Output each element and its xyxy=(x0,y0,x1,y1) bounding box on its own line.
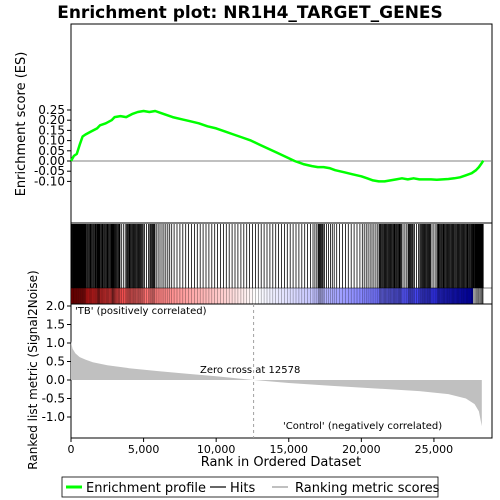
rank-x-tick-label: 20,000 xyxy=(342,443,381,456)
legend-label-enrichment-profile: Enrichment profile xyxy=(86,481,206,496)
zero-cross-label: Zero cross at 12578 xyxy=(200,365,300,376)
es-y-tick-label: 0.10 xyxy=(38,134,65,148)
metric-y-tick-label: 1.5 xyxy=(46,318,65,332)
es-y-ticks: 0.250.200.150.100.050.00-0.05-0.10 xyxy=(34,103,71,188)
negative-correlation-label: 'Control' (negatively correlated) xyxy=(283,421,442,432)
metric-y-tick-label: 1.0 xyxy=(46,336,65,350)
rank-x-ticks: 0 5,000 10,000 15,000 20,000 25,000 xyxy=(68,438,454,456)
rank-gradient-hit-marks xyxy=(70,288,484,304)
metric-y-axis-label: Ranked list metric (Signal2Noise) xyxy=(26,270,40,469)
metric-y-tick-label: -0.5 xyxy=(42,392,65,406)
legend-label-hits: Hits xyxy=(230,481,255,496)
rank-x-tick-label: 15,000 xyxy=(270,443,309,456)
es-y-tick-label: -0.05 xyxy=(34,164,65,178)
es-y-tick-label: 0.00 xyxy=(38,154,65,168)
chart-title: Enrichment plot: NR1H4_TARGET_GENES xyxy=(57,3,443,23)
enrichment-panel: 0.250.200.150.100.050.00-0.05-0.10 Enric… xyxy=(14,23,493,224)
hit-marks xyxy=(70,224,484,288)
enrichment-profile-line xyxy=(69,109,485,183)
metric-y-tick-label: 0.0 xyxy=(46,373,65,387)
rank-x-tick-label: 0 xyxy=(68,443,75,456)
es-y-tick-label: -0.10 xyxy=(34,174,65,188)
rank-x-axis-label: Rank in Ordered Dataset xyxy=(201,455,362,470)
legend: Enrichment profile Hits Ranking metric s… xyxy=(61,476,440,498)
ranked-metric-panel: 2.0 1.5 1.0 0.5 0.0 -0.5 -1.0 0 5,000 10,000 15,0… xyxy=(26,270,493,470)
es-y-tick-label: 0.15 xyxy=(38,123,65,137)
es-y-tick-label: 0.20 xyxy=(38,113,65,127)
metric-y-tick-label: 0.5 xyxy=(46,355,65,369)
metric-y-tick-label: 2.0 xyxy=(46,299,65,313)
legend-frame xyxy=(61,476,439,498)
metric-y-tick-label: -1.0 xyxy=(42,410,65,424)
rank-x-tick-label: 25,000 xyxy=(415,443,454,456)
ranked-metric-area xyxy=(71,341,482,427)
rank-x-tick-label: 5,000 xyxy=(128,443,160,456)
rank-gradient-bar xyxy=(71,288,473,304)
enrichment-panel-frame xyxy=(70,23,493,224)
metric-y-ticks: 2.0 1.5 1.0 0.5 0.0 -0.5 -1.0 xyxy=(42,299,71,424)
rank-x-tick-label: 10,000 xyxy=(197,443,236,456)
es-y-axis-label: Enrichment score (ES) xyxy=(14,52,29,197)
es-y-tick-label: 0.05 xyxy=(38,144,65,158)
legend-label-ranking-metric: Ranking metric scores xyxy=(295,481,440,496)
positive-correlation-label: 'TB' (positively correlated) xyxy=(75,306,207,317)
hits-panel xyxy=(70,222,493,305)
es-y-tick-label: 0.25 xyxy=(38,103,65,117)
